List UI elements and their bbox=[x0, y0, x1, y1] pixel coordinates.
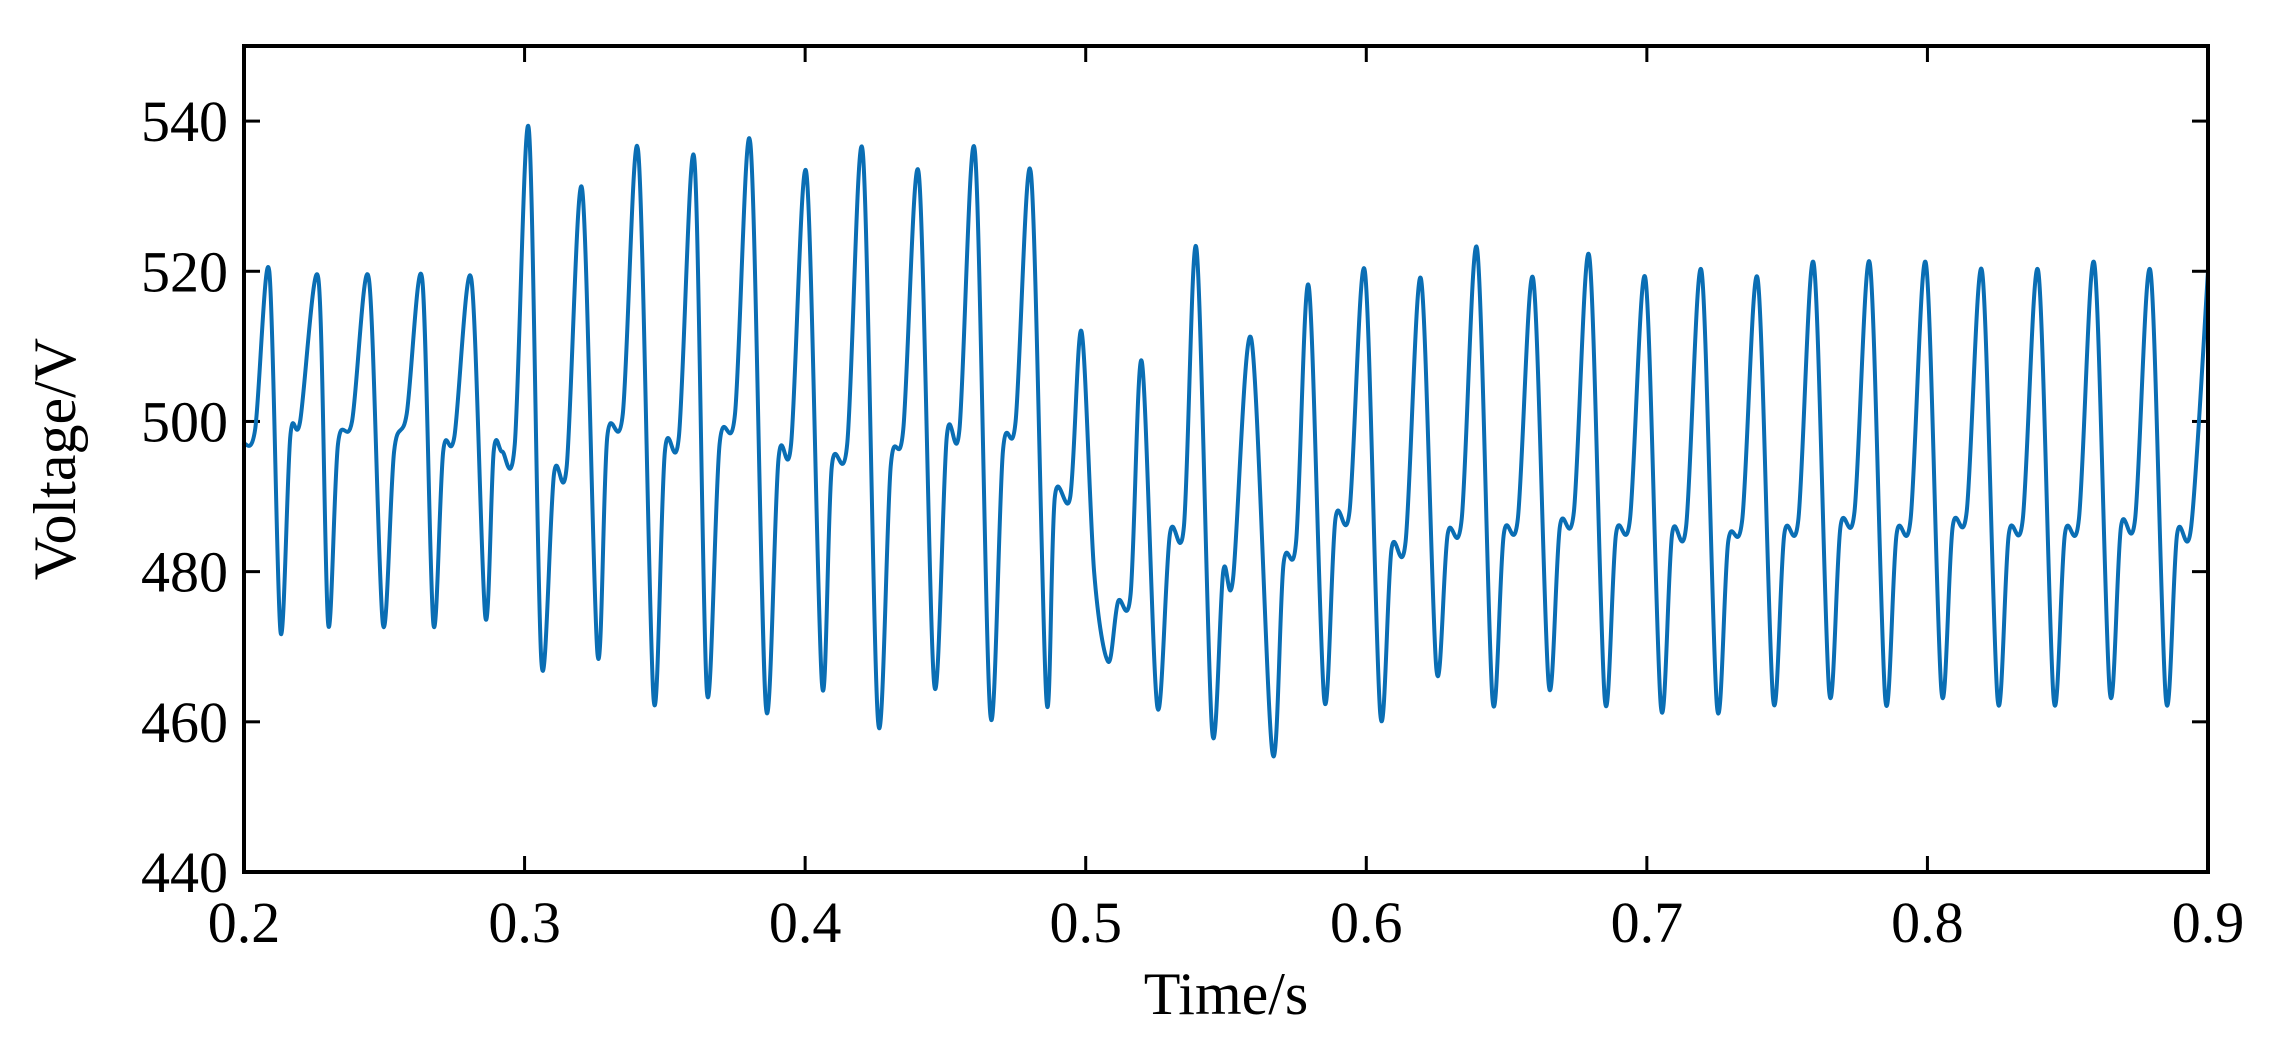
voltage-series-line bbox=[242, 123, 2210, 758]
x-axis-label: Time/s bbox=[1144, 961, 1309, 1027]
x-tick-label: 0.8 bbox=[1891, 890, 1964, 955]
y-tick-label: 460 bbox=[141, 690, 228, 755]
y-tick-label: 540 bbox=[141, 89, 228, 154]
y-tick-label: 440 bbox=[141, 840, 228, 905]
plot-frame bbox=[242, 44, 2210, 874]
x-tick-label: 0.7 bbox=[1611, 890, 1684, 955]
x-tick-label: 0.9 bbox=[2172, 890, 2245, 955]
x-tick-labels: 0.2 0.3 0.4 0.5 0.6 0.7 0.8 0.9 bbox=[208, 890, 2245, 955]
y-tick-label: 520 bbox=[141, 239, 228, 304]
y-tick-label: 500 bbox=[141, 389, 228, 454]
y-axis-label: Voltage/V bbox=[22, 338, 88, 580]
y-tick-labels: 440 460 480 500 520 540 bbox=[141, 89, 228, 905]
y-tick-label: 480 bbox=[141, 540, 228, 605]
x-tick-label: 0.2 bbox=[208, 890, 281, 955]
x-tick-label: 0.5 bbox=[1049, 890, 1122, 955]
x-tick-label: 0.6 bbox=[1330, 890, 1403, 955]
x-tick-label: 0.3 bbox=[488, 890, 561, 955]
x-tick-label: 0.4 bbox=[769, 890, 842, 955]
